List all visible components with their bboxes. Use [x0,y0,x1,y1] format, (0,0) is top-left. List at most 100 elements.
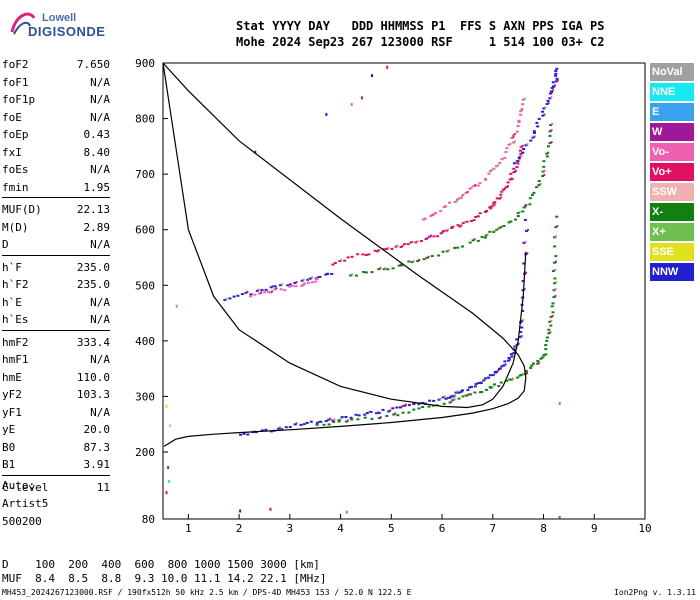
trace-point [554,226,558,229]
trace-point [473,385,477,388]
trace-point [275,287,278,290]
trace-point [271,290,274,293]
trace-point [527,228,529,231]
trace-point [472,219,476,222]
trace-point [489,386,493,389]
trace-point [508,178,512,181]
trace-point [504,187,506,190]
trace-point [554,84,556,87]
trace-point [457,391,461,394]
trace-point [318,275,322,278]
trace-point [276,427,280,430]
trace-point [453,246,457,249]
trace-point [493,383,496,386]
param-name: foEs [2,163,29,176]
y-tick-label: 800 [135,113,155,126]
noise-point [165,491,168,495]
trace-point [488,206,492,209]
trace-point [528,203,532,206]
param-name: yF1 [2,405,22,419]
param-value: 1.95 [83,180,111,194]
trace-point [505,147,509,150]
trace-point [506,181,510,184]
trace-point [482,379,486,382]
noise-point [239,509,242,513]
trace-point [525,271,528,274]
trace-point [499,193,503,196]
trace-point [500,190,504,193]
trace-point [541,175,545,177]
param-separator [2,329,110,331]
param-row: fmin 1.95 [2,179,110,197]
trace-point [273,285,277,288]
param-separator [2,197,110,198]
trace-point [515,338,519,341]
trace-point [522,372,525,375]
trace-point [456,224,460,227]
param-row: foEp 0.43 [2,126,110,144]
trace-point [326,272,329,275]
true-height-profile-line [162,62,527,447]
trace-point [522,262,526,265]
trace-point [507,378,511,381]
trace-point [295,422,298,425]
trace-point [465,394,469,397]
trace-point [441,230,445,233]
trace-point [448,396,452,399]
param-name: B1 [2,458,16,471]
trace-point [495,370,499,373]
trace-point [547,332,551,335]
logo-line2: DIGISONDE [28,24,106,39]
trace-point [529,139,533,142]
trace-point [512,352,516,354]
trace-point [367,411,370,413]
trace-point [349,416,353,419]
trace-point [351,273,354,276]
trace-point [449,395,453,398]
trace-point [362,271,366,273]
trace-point [443,395,446,398]
trace-point [266,290,270,293]
trace-point [549,331,552,334]
trace-point [519,152,523,155]
trace-point [468,241,472,244]
trace-point [549,124,553,126]
legend-item-vo: Vo- [650,143,694,161]
trace-point [551,123,554,125]
trace-point [507,143,511,146]
trace-point [478,212,482,215]
trace-point [387,410,391,413]
noise-point [254,150,257,154]
trace-point [484,234,488,237]
legend-item-noval: NoVal [650,63,694,81]
trace-point [255,289,259,292]
trace-point [480,391,484,393]
x-tick-label: 3 [287,522,294,535]
trace-point [389,409,392,412]
trace-point [319,420,323,423]
trace-point [491,385,494,388]
trace-point [554,80,558,83]
trace-point [426,237,429,240]
trace-point [541,170,545,173]
trace-point [439,210,443,213]
trace-point [384,267,387,270]
trace-point [554,255,558,258]
param-value: 110.0 [76,370,110,384]
trace-point [461,196,464,199]
trace-point [452,395,456,398]
trace-point [503,157,507,159]
trace-point [505,379,508,382]
trace-point [519,110,523,113]
trace-point [495,165,499,168]
trace-point [459,390,463,393]
trace-point [260,429,264,432]
trace-point [518,155,522,158]
trace-point [468,386,471,389]
trace-point [470,385,473,388]
trace-point [479,382,483,385]
y-tick-label: 80 [142,513,155,526]
trace-point [550,96,553,99]
trace-point [412,260,415,263]
param-value: 87.3 [83,440,111,454]
